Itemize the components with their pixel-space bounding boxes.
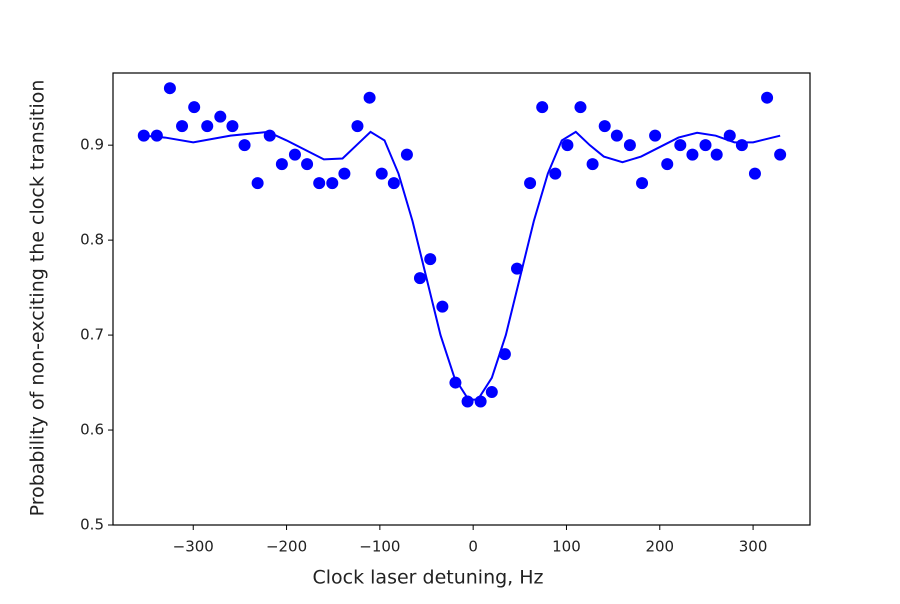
x-tick-label: 300 — [739, 538, 768, 556]
data-point — [150, 129, 163, 142]
x-tick-label: −200 — [266, 538, 307, 556]
data-point — [748, 167, 761, 180]
data-point — [699, 139, 712, 152]
data-point — [338, 167, 351, 180]
data-point — [549, 167, 562, 180]
data-point — [661, 158, 674, 171]
data-point — [387, 177, 400, 190]
fit-line — [143, 130, 781, 401]
data-point — [263, 129, 276, 142]
data-point — [774, 148, 787, 161]
data-point — [176, 120, 189, 133]
y-tick-label: 0.5 — [80, 516, 104, 534]
data-point — [436, 300, 449, 313]
data-point — [674, 139, 687, 152]
data-point — [226, 120, 239, 133]
data-point — [761, 91, 774, 104]
data-point — [598, 120, 611, 133]
data-point — [649, 129, 662, 142]
y-tick-label: 0.7 — [80, 326, 104, 344]
data-point — [574, 101, 587, 114]
data-point — [375, 167, 388, 180]
data-point — [710, 148, 723, 161]
data-point — [511, 262, 524, 275]
data-point — [326, 177, 339, 190]
data-point — [424, 253, 437, 266]
data-point — [623, 139, 636, 152]
data-point — [474, 395, 487, 408]
data-point — [214, 110, 227, 123]
data-point — [313, 177, 326, 190]
data-point — [351, 120, 364, 133]
data-point — [238, 139, 251, 152]
x-tick-label: −100 — [359, 538, 400, 556]
x-axis-label: Clock laser detuning, Hz — [312, 567, 543, 589]
data-point — [524, 177, 537, 190]
data-point — [686, 148, 699, 161]
data-point — [449, 376, 462, 389]
data-point — [485, 386, 498, 399]
data-point — [735, 139, 748, 152]
data-point — [536, 101, 549, 114]
data-point — [163, 82, 176, 95]
data-point — [400, 148, 413, 161]
data-point — [275, 158, 288, 171]
data-point — [288, 148, 301, 161]
data-point — [461, 395, 474, 408]
y-tick-label: 0.9 — [80, 136, 104, 154]
data-point — [301, 158, 314, 171]
data-point — [723, 129, 736, 142]
plot-frame — [112, 72, 811, 526]
data-point — [201, 120, 214, 133]
y-tick-label: 0.8 — [80, 231, 104, 249]
data-point — [636, 177, 649, 190]
y-axis-label: Probability of non-exciting the clock tr… — [27, 80, 49, 517]
data-point — [498, 348, 511, 361]
x-tick-label: 100 — [552, 538, 581, 556]
data-point — [363, 91, 376, 104]
data-point — [413, 272, 426, 285]
data-point — [188, 101, 201, 114]
data-point — [610, 129, 623, 142]
data-point — [561, 139, 574, 152]
data-point — [586, 158, 599, 171]
x-tick-label: 200 — [645, 538, 674, 556]
y-tick-label: 0.6 — [80, 421, 104, 439]
x-tick-label: −300 — [173, 538, 214, 556]
data-point — [137, 129, 150, 142]
x-tick-label: 0 — [468, 538, 478, 556]
data-point — [251, 177, 264, 190]
